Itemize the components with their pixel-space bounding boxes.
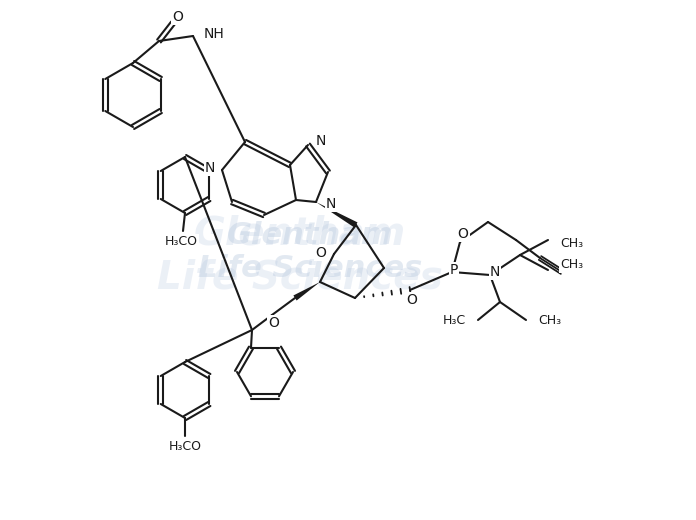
Polygon shape xyxy=(316,202,358,228)
Text: N: N xyxy=(316,134,326,148)
Text: O: O xyxy=(406,293,418,307)
Text: N: N xyxy=(205,161,215,175)
Text: N: N xyxy=(326,197,336,211)
Text: O: O xyxy=(315,246,326,260)
Text: CH₃: CH₃ xyxy=(560,258,583,271)
Text: N: N xyxy=(490,265,500,279)
Text: H₃CO: H₃CO xyxy=(168,439,202,452)
Text: Glentham
Life Sciences: Glentham Life Sciences xyxy=(157,214,443,296)
Text: CH₃: CH₃ xyxy=(560,237,583,250)
Text: O: O xyxy=(457,227,468,241)
Text: O: O xyxy=(269,316,279,330)
Text: O: O xyxy=(173,10,184,24)
Text: H₃C: H₃C xyxy=(443,314,466,327)
Polygon shape xyxy=(294,282,320,301)
Text: NH: NH xyxy=(204,27,225,41)
Text: CH₃: CH₃ xyxy=(538,314,561,327)
Text: P: P xyxy=(450,263,458,277)
Text: Glentham
Life Sciences: Glentham Life Sciences xyxy=(198,220,422,283)
Text: N: N xyxy=(564,262,574,276)
Text: H₃CO: H₃CO xyxy=(164,235,198,248)
